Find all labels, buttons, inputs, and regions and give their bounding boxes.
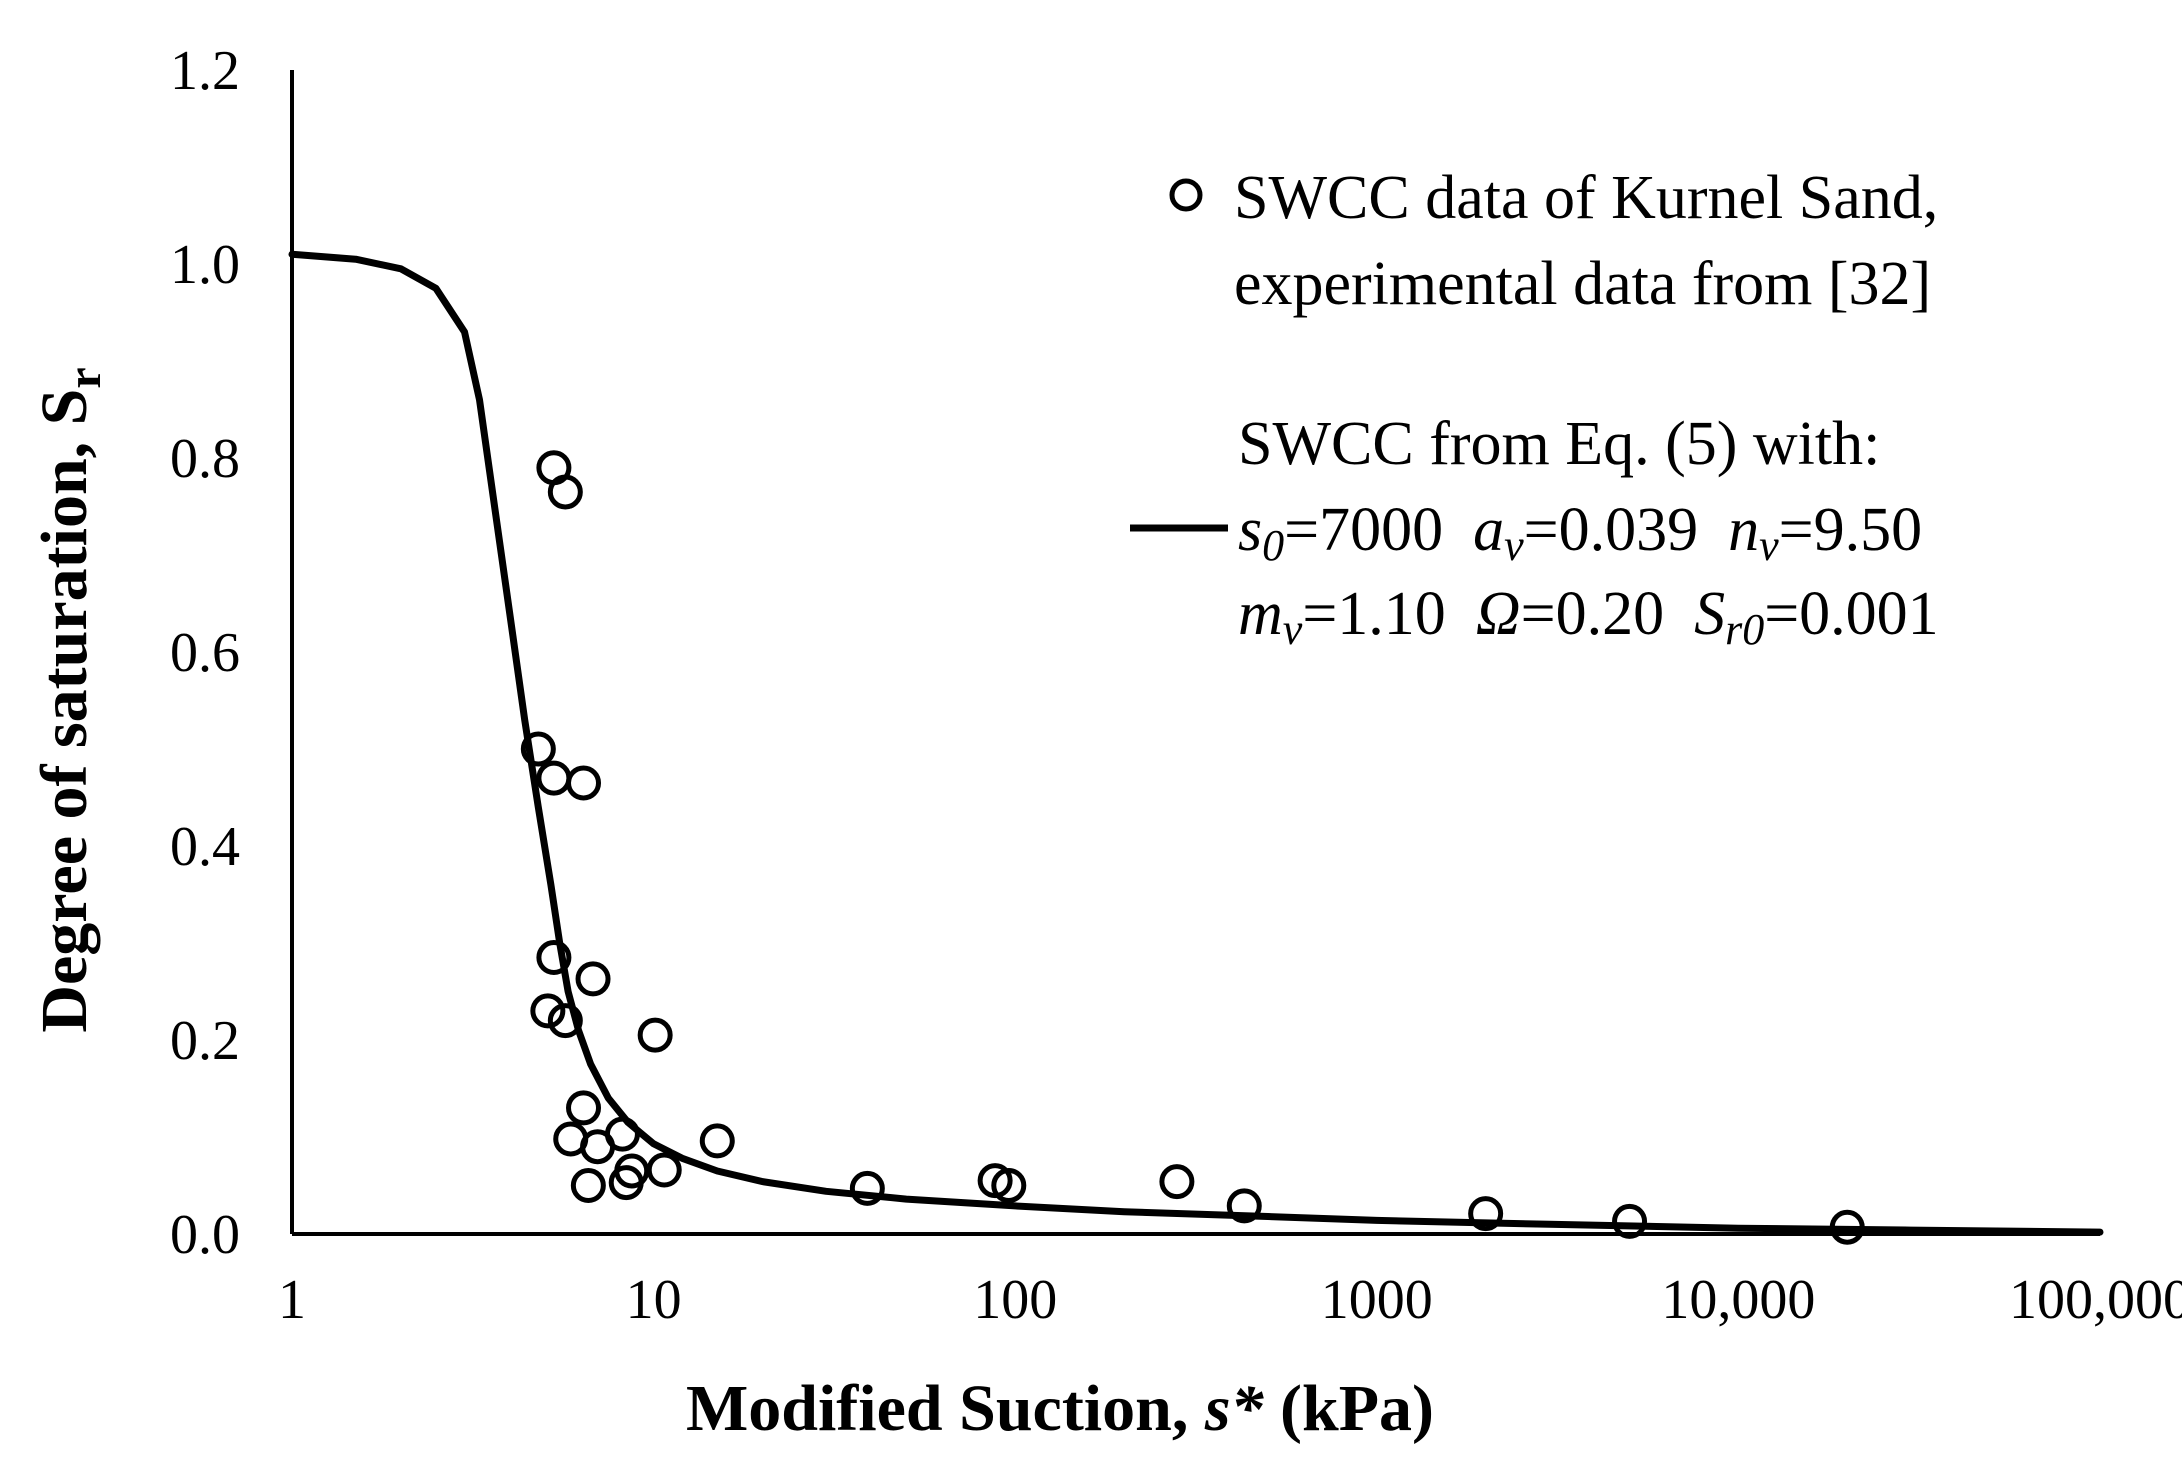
y-tick-label: 0.6 — [170, 622, 240, 684]
swcc-fit-curve — [288, 250, 2104, 1236]
legend-params-line1: s0=7000 av=0.039 nv=9.50 — [1238, 496, 1922, 570]
data-point — [566, 765, 602, 801]
x-tick-label: 100,000 — [2009, 1269, 2182, 1331]
data-point — [575, 961, 611, 997]
y-axis-title: Degree of saturation, Sr — [28, 367, 111, 1032]
x-tick-label: 1 — [278, 1269, 306, 1331]
data-point — [547, 1003, 583, 1039]
x-tick-label: 10,000 — [1661, 1269, 1815, 1331]
legend-scatter-label-line1: SWCC data of Kurnel Sand, — [1234, 164, 1938, 232]
data-point — [566, 1090, 602, 1126]
x-tick-label: 100 — [973, 1269, 1057, 1331]
data-point — [608, 1165, 644, 1201]
data-point — [991, 1168, 1027, 1203]
swcc-data-points — [520, 450, 1865, 1245]
y-tick-labels: 0.0 0.2 0.4 0.6 0.8 1.0 1.2 — [170, 40, 240, 1266]
y-tick-label: 1.2 — [170, 40, 240, 102]
data-point — [699, 1123, 735, 1159]
data-point — [580, 1129, 616, 1165]
data-point — [530, 993, 566, 1029]
legend-scatter-marker — [1169, 178, 1203, 212]
data-point — [637, 1017, 673, 1053]
data-point — [570, 1168, 606, 1203]
y-tick-label: 0.8 — [170, 428, 240, 490]
data-point — [1226, 1188, 1262, 1224]
x-tick-label: 10 — [626, 1269, 682, 1331]
legend-params-line2: mv=1.10 Ω=0.20 Sr0=0.001 — [1238, 580, 1939, 654]
data-point — [1829, 1209, 1865, 1245]
data-point — [1468, 1196, 1504, 1232]
y-tick-label: 0.4 — [170, 816, 240, 878]
legend-scatter-label-line2: experimental data from [32] — [1234, 250, 1931, 318]
legend-line-header: SWCC from Eq. (5) with: — [1238, 410, 1880, 478]
x-tick-label: 1000 — [1321, 1269, 1433, 1331]
y-tick-label: 1.0 — [170, 234, 240, 296]
x-tick-labels: 1 10 100 1000 10,000 100,000 — [278, 1269, 2182, 1331]
data-point — [547, 474, 583, 510]
y-tick-label: 0.0 — [170, 1204, 240, 1266]
data-point — [849, 1170, 885, 1206]
data-point — [646, 1152, 682, 1188]
data-point — [536, 940, 572, 976]
data-point — [1612, 1203, 1648, 1239]
x-axis-title: Modified Suction, s* (kPa) — [686, 1372, 1434, 1445]
data-point — [1159, 1164, 1195, 1200]
y-tick-label: 0.2 — [170, 1010, 240, 1072]
data-point — [520, 731, 556, 767]
legend: SWCC data of Kurnel Sand, experimental d… — [1130, 164, 1939, 654]
